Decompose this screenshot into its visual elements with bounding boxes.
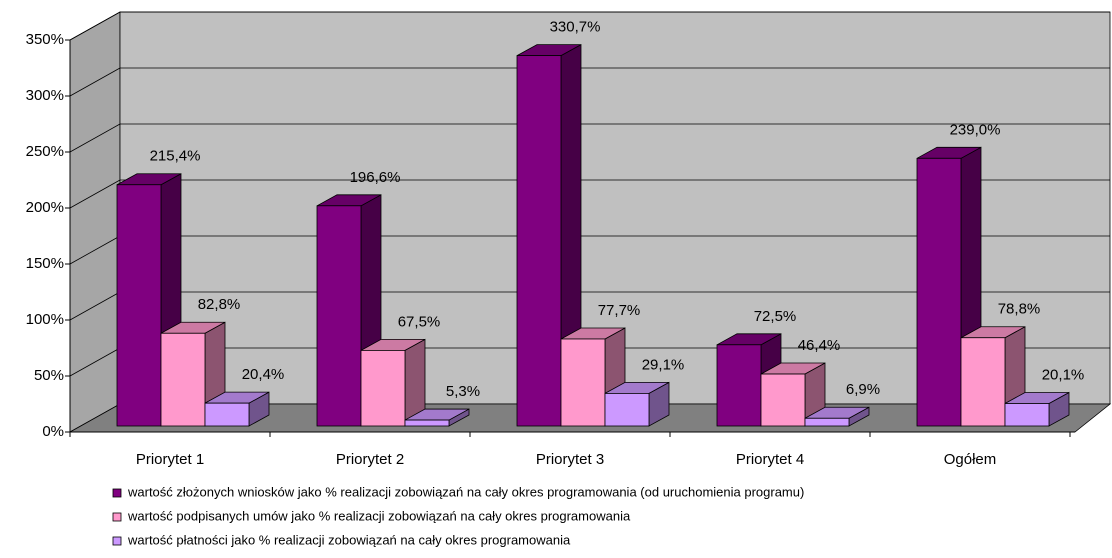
legend-swatch xyxy=(112,536,122,546)
grid-line xyxy=(69,347,121,377)
bar xyxy=(360,349,406,427)
bar xyxy=(204,402,250,427)
x-tick-label: Priorytet 1 xyxy=(136,451,204,468)
value-label: 20,1% xyxy=(1042,366,1085,383)
value-label: 77,7% xyxy=(598,302,641,319)
grid-line xyxy=(69,291,121,321)
value-label: 67,5% xyxy=(398,313,441,330)
bar xyxy=(1004,403,1050,427)
grid-line xyxy=(69,67,121,97)
value-label: 5,3% xyxy=(446,383,480,400)
value-label: 29,1% xyxy=(642,356,685,373)
bar xyxy=(804,417,850,427)
x-tick-label: Ogółem xyxy=(944,451,997,468)
value-label: 78,8% xyxy=(998,301,1041,318)
legend-label: wartość złożonych wniosków jako % realiz… xyxy=(127,484,804,499)
bar xyxy=(404,419,450,427)
y-tick-label: 50% xyxy=(34,367,64,384)
bar xyxy=(516,55,562,427)
legend-swatch xyxy=(112,488,122,498)
y-tick-label: 0% xyxy=(42,423,64,440)
y-tick-label: 350% xyxy=(26,31,64,48)
bar xyxy=(116,184,162,427)
grid-line xyxy=(69,123,121,153)
value-label: 239,0% xyxy=(950,121,1001,138)
x-tick-label: Priorytet 2 xyxy=(336,451,404,468)
bar xyxy=(316,205,362,427)
y-tick-label: 200% xyxy=(26,199,64,216)
grid-line xyxy=(69,11,121,41)
grid-line xyxy=(69,179,121,209)
y-tick-label: 300% xyxy=(26,87,64,104)
x-tick-label: Priorytet 4 xyxy=(736,451,804,468)
bar xyxy=(960,337,1006,427)
bar xyxy=(560,338,606,427)
x-tick-label: Priorytet 3 xyxy=(536,451,604,468)
grid-line xyxy=(69,235,121,265)
value-label: 20,4% xyxy=(242,366,285,383)
value-label: 330,7% xyxy=(550,19,601,36)
value-label: 82,8% xyxy=(198,296,241,313)
left-wall xyxy=(69,11,121,433)
y-tick-label: 100% xyxy=(26,311,64,328)
y-tick-label: 150% xyxy=(26,255,64,272)
bar xyxy=(604,393,650,427)
value-label: 46,4% xyxy=(798,337,841,354)
legend-label: wartość podpisanych umów jako % realizac… xyxy=(127,508,631,523)
bar xyxy=(916,157,962,427)
value-label: 196,6% xyxy=(350,169,401,186)
legend-swatch xyxy=(112,512,122,522)
bar xyxy=(716,344,762,427)
value-label: 6,9% xyxy=(846,381,880,398)
bar xyxy=(160,332,206,427)
value-label: 72,5% xyxy=(754,308,797,325)
legend-label: wartość płatności jako % realizacji zobo… xyxy=(127,532,571,547)
y-tick-label: 250% xyxy=(26,143,64,160)
value-label: 215,4% xyxy=(150,148,201,165)
bar xyxy=(760,373,806,427)
